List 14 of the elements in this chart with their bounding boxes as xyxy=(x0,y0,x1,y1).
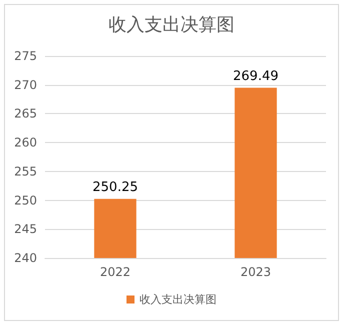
legend-label: 收入支出决算图 xyxy=(140,293,216,306)
y-tick-label: 275 xyxy=(14,49,37,63)
x-tick-label: 2023 xyxy=(240,265,272,279)
y-tick-label: 245 xyxy=(14,222,37,236)
y-tick-label: 255 xyxy=(14,164,37,178)
y-tick-label: 240 xyxy=(14,251,37,265)
y-tick-label: 260 xyxy=(14,136,37,150)
data-label: 250.25 xyxy=(92,180,138,195)
x-tick-label: 2022 xyxy=(100,265,131,279)
data-label: 269.49 xyxy=(233,68,278,84)
y-tick-label: 270 xyxy=(14,78,37,92)
y-tick-label: 265 xyxy=(14,106,37,121)
chart-title: 收入支出决算图 xyxy=(108,14,234,36)
y-tick-label: 250 xyxy=(14,193,37,208)
